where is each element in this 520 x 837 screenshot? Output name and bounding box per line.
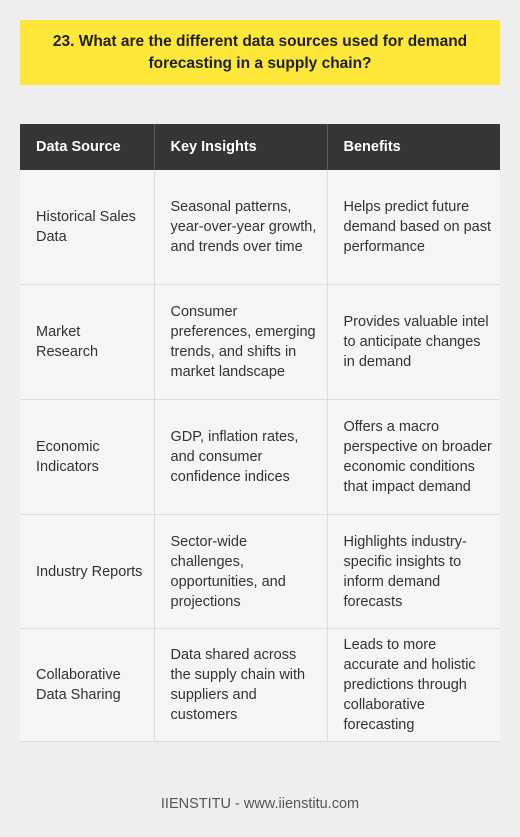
title-banner: 23. What are the different data sources … (20, 20, 500, 85)
table-row: Historical Sales Data Seasonal patterns,… (20, 170, 500, 285)
header-data-source: Data Source (20, 124, 155, 170)
table-row: Economic Indicators GDP, inflation rates… (20, 399, 500, 515)
table-row: Collaborative Data Sharing Data shared a… (20, 628, 500, 742)
data-sources-table: Data Source Key Insights Benefits Histor… (20, 124, 500, 742)
header-key-insights: Key Insights (154, 124, 328, 170)
cell-benefits: Offers a macro perspective on broader ec… (327, 399, 500, 515)
cell-insights: Sector-wide challenges, opportunities, a… (154, 514, 328, 629)
table-header-row: Data Source Key Insights Benefits (20, 124, 500, 170)
cell-insights: Consumer preferences, emerging trends, a… (154, 284, 328, 400)
table-row: Market Research Consumer preferences, em… (20, 284, 500, 400)
cell-source: Historical Sales Data (20, 170, 155, 285)
cell-benefits: Provides valuable intel to anticipate ch… (327, 284, 500, 400)
cell-benefits: Leads to more accurate and holistic pred… (327, 628, 500, 742)
cell-source: Collaborative Data Sharing (20, 628, 155, 742)
cell-insights: Seasonal patterns, year-over-year growth… (154, 170, 328, 285)
cell-benefits: Highlights industry-specific insights to… (327, 514, 500, 629)
table-row: Industry Reports Sector-wide challenges,… (20, 514, 500, 629)
cell-insights: GDP, inflation rates, and consumer confi… (154, 399, 328, 515)
cell-benefits: Helps predict future demand based on pas… (327, 170, 500, 285)
footer-credit: IIENSTITU - www.iienstitu.com (160, 796, 360, 812)
cell-source: Market Research (20, 284, 155, 400)
header-benefits: Benefits (327, 124, 500, 170)
cell-source: Industry Reports (20, 514, 155, 629)
page-title: 23. What are the different data sources … (52, 32, 468, 72)
cell-insights: Data shared across the supply chain with… (154, 628, 328, 742)
cell-source: Economic Indicators (20, 399, 155, 515)
